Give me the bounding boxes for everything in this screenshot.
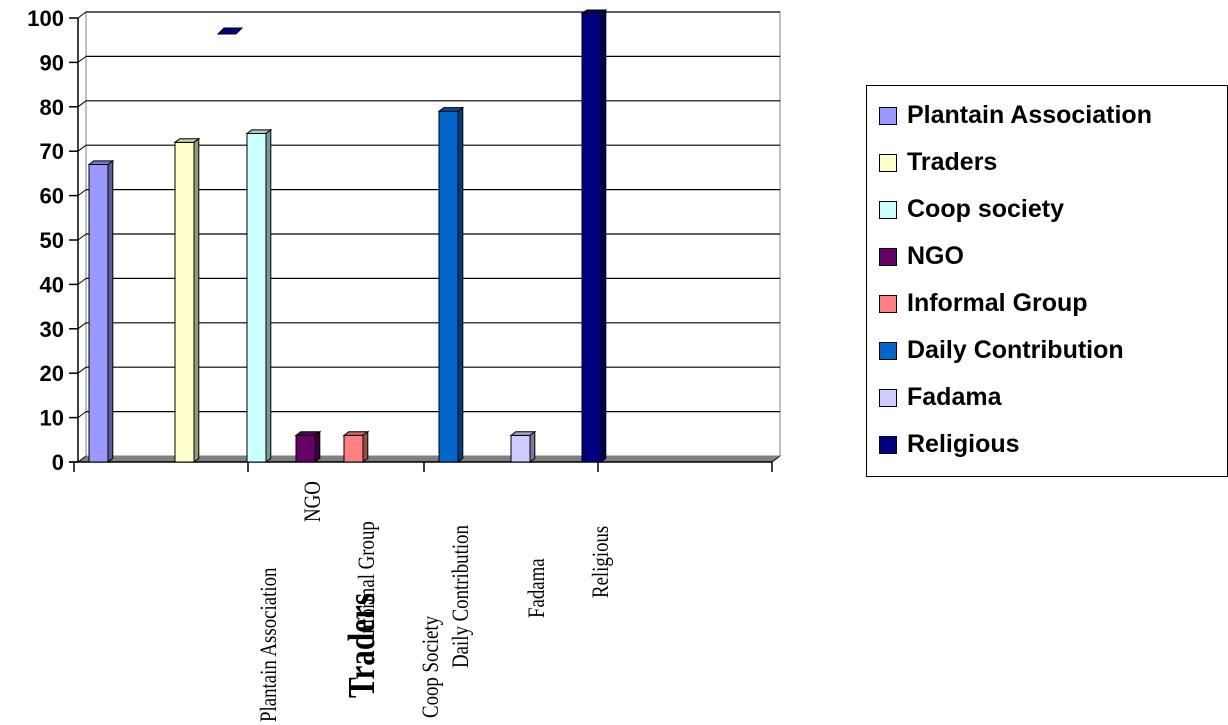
legend-swatch bbox=[879, 247, 897, 266]
legend-label: Fadama bbox=[907, 383, 1002, 411]
bar bbox=[245, 128, 273, 464]
legend-swatch bbox=[879, 294, 897, 313]
legend-swatch bbox=[879, 341, 897, 360]
legend-label: Daily Contribution bbox=[907, 336, 1124, 364]
gridlines bbox=[76, 11, 782, 463]
y-tick-label: 90 bbox=[40, 50, 64, 75]
legend-swatch bbox=[879, 435, 897, 454]
legend-item: Plantain Association bbox=[867, 92, 1227, 139]
gridline-diagonal bbox=[77, 100, 87, 108]
bar-chart: 0 10 20 30 40 50 60 70 80 90 100 Plantain Associat… bbox=[27, 6, 782, 722]
legend-item: NGO bbox=[867, 233, 1227, 280]
legend-item: Fadama bbox=[867, 374, 1227, 421]
legend-swatch bbox=[879, 200, 897, 219]
gridline-diagonal bbox=[77, 233, 87, 241]
y-tick-label: 10 bbox=[40, 406, 64, 431]
legend-item: Daily Contribution bbox=[867, 327, 1227, 374]
x-tick-label: Informal Group bbox=[353, 521, 379, 640]
legend-label: NGO bbox=[907, 242, 964, 270]
bars bbox=[87, 8, 608, 464]
legend-label: Plantain Association bbox=[907, 101, 1152, 129]
legend-item: Religious bbox=[867, 421, 1227, 468]
legend-label: Coop society bbox=[907, 195, 1064, 223]
x-tick-label: Fadama bbox=[523, 558, 549, 618]
legend-label: Religious bbox=[907, 430, 1020, 458]
x-tick-label: Plantain Association bbox=[255, 567, 281, 722]
legend-swatch bbox=[879, 153, 897, 172]
y-tick-label: 60 bbox=[40, 184, 64, 209]
legend-label: Informal Group bbox=[907, 289, 1088, 317]
legend: Plantain Association Traders Coop societ… bbox=[866, 85, 1228, 477]
legend-swatch bbox=[879, 388, 897, 407]
y-tick-labels: 0 10 20 30 40 50 60 70 80 90 100 bbox=[27, 6, 64, 475]
y-tick-label: 30 bbox=[40, 317, 64, 342]
gridline-diagonal bbox=[77, 144, 87, 152]
gridline-diagonal bbox=[77, 366, 87, 374]
legend-item: Informal Group bbox=[867, 280, 1227, 327]
y-tick-label: 20 bbox=[40, 361, 64, 386]
legend-swatch bbox=[879, 106, 897, 125]
bar bbox=[87, 159, 115, 464]
bar bbox=[580, 8, 608, 464]
gridline-diagonal bbox=[77, 411, 87, 419]
gridline-diagonal bbox=[77, 322, 87, 330]
x-tick-label: Coop Society bbox=[417, 615, 443, 718]
legend-item: Coop society bbox=[867, 186, 1227, 233]
y-tick-label: 70 bbox=[40, 139, 64, 164]
bar bbox=[294, 430, 322, 464]
x-tick-labels: Plantain Association Traders NGO Informal G… bbox=[255, 481, 613, 722]
bar bbox=[437, 106, 465, 464]
legend-item: Traders bbox=[867, 139, 1227, 186]
y-tick-label: 0 bbox=[52, 450, 64, 475]
gridline-diagonal bbox=[77, 56, 87, 63]
x-tick-label: Traders bbox=[340, 593, 383, 698]
y-tick-label: 80 bbox=[40, 95, 64, 120]
gridline-diagonal bbox=[77, 189, 87, 197]
x-tick-label: Daily Contribution bbox=[447, 525, 473, 668]
y-tick-label: 40 bbox=[40, 272, 64, 297]
bar bbox=[509, 430, 537, 464]
stray-marker bbox=[216, 27, 244, 35]
bar bbox=[342, 430, 370, 464]
x-tick-label: Religious bbox=[587, 526, 613, 598]
gridline-diagonal bbox=[77, 277, 87, 285]
x-tick-label: NGO bbox=[299, 481, 325, 522]
y-tick-label: 50 bbox=[40, 228, 64, 253]
bar bbox=[173, 137, 201, 464]
y-tick-label: 100 bbox=[27, 6, 64, 31]
legend-label: Traders bbox=[907, 148, 998, 176]
gridline-diagonal bbox=[77, 11, 87, 19]
